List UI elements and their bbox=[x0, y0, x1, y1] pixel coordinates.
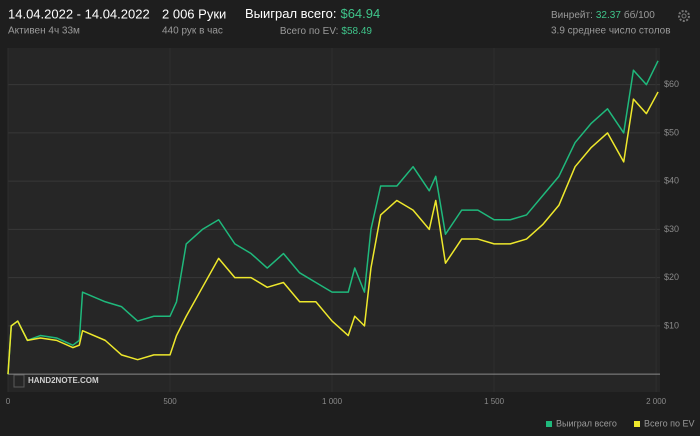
gear-center[interactable] bbox=[681, 13, 687, 19]
settings-icon[interactable] bbox=[678, 10, 690, 22]
x-tick-label: 1 000 bbox=[322, 397, 343, 406]
y-tick-label: $20 bbox=[664, 272, 679, 282]
ev-total: Всего по EV: $58.49 bbox=[280, 26, 373, 37]
won-label: Выиграл всего: bbox=[245, 6, 336, 21]
series-line bbox=[7, 60, 659, 375]
x-tick-label: 1 500 bbox=[484, 397, 505, 406]
ev-value: $58.49 bbox=[341, 26, 372, 37]
active-time: Активен 4ч 33м bbox=[8, 26, 80, 37]
winrate-value: 32.37 bbox=[596, 10, 621, 21]
x-tick-label: 2 000 bbox=[646, 397, 667, 406]
x-tick-label: 0 bbox=[6, 397, 11, 406]
tables: 3.9 среднее число столов bbox=[551, 26, 671, 37]
y-tick-label: $40 bbox=[664, 176, 679, 186]
series-line bbox=[7, 91, 659, 375]
won-total: Выиграл всего: $64.94 bbox=[245, 6, 380, 21]
legend-label: Всего по EV bbox=[644, 418, 694, 428]
ev-label: Всего по EV: bbox=[280, 26, 339, 37]
winrate-label: Винрейт: bbox=[551, 10, 593, 21]
logo: HAND2NOTE.COM bbox=[13, 374, 99, 388]
legend-label: Выиграл всего bbox=[556, 418, 617, 428]
y-tick-label: $30 bbox=[664, 224, 679, 234]
hands: 2 006 Руки bbox=[162, 6, 226, 21]
plot-area bbox=[8, 48, 660, 392]
hands-per-hour: 440 рук в час bbox=[162, 26, 223, 37]
logo-mark bbox=[13, 374, 25, 388]
y-tick-label: $60 bbox=[664, 79, 679, 89]
legend: Всего по EV Выиграл всего bbox=[546, 418, 694, 428]
date-range: 14.04.2022 - 14.04.2022 bbox=[8, 6, 150, 21]
grid: $10 $20 $30 $40 $50 $60 0 500 1 000 1 500 2 000 bbox=[6, 48, 679, 406]
winrate-unit: бб/100 bbox=[624, 9, 655, 21]
y-tick-label: $50 bbox=[664, 127, 679, 137]
lines bbox=[7, 60, 659, 375]
x-tick-label: 500 bbox=[163, 397, 177, 406]
y-tick-label: $10 bbox=[664, 320, 679, 330]
legend-swatch bbox=[546, 421, 552, 427]
won-value: $64.94 bbox=[340, 6, 380, 21]
legend-swatch bbox=[634, 421, 640, 427]
logo-text: HAND2NOTE.COM bbox=[28, 376, 99, 385]
winrate: Винрейт: 32.37 бб/100 bbox=[551, 9, 655, 21]
gear[interactable] bbox=[678, 10, 690, 22]
